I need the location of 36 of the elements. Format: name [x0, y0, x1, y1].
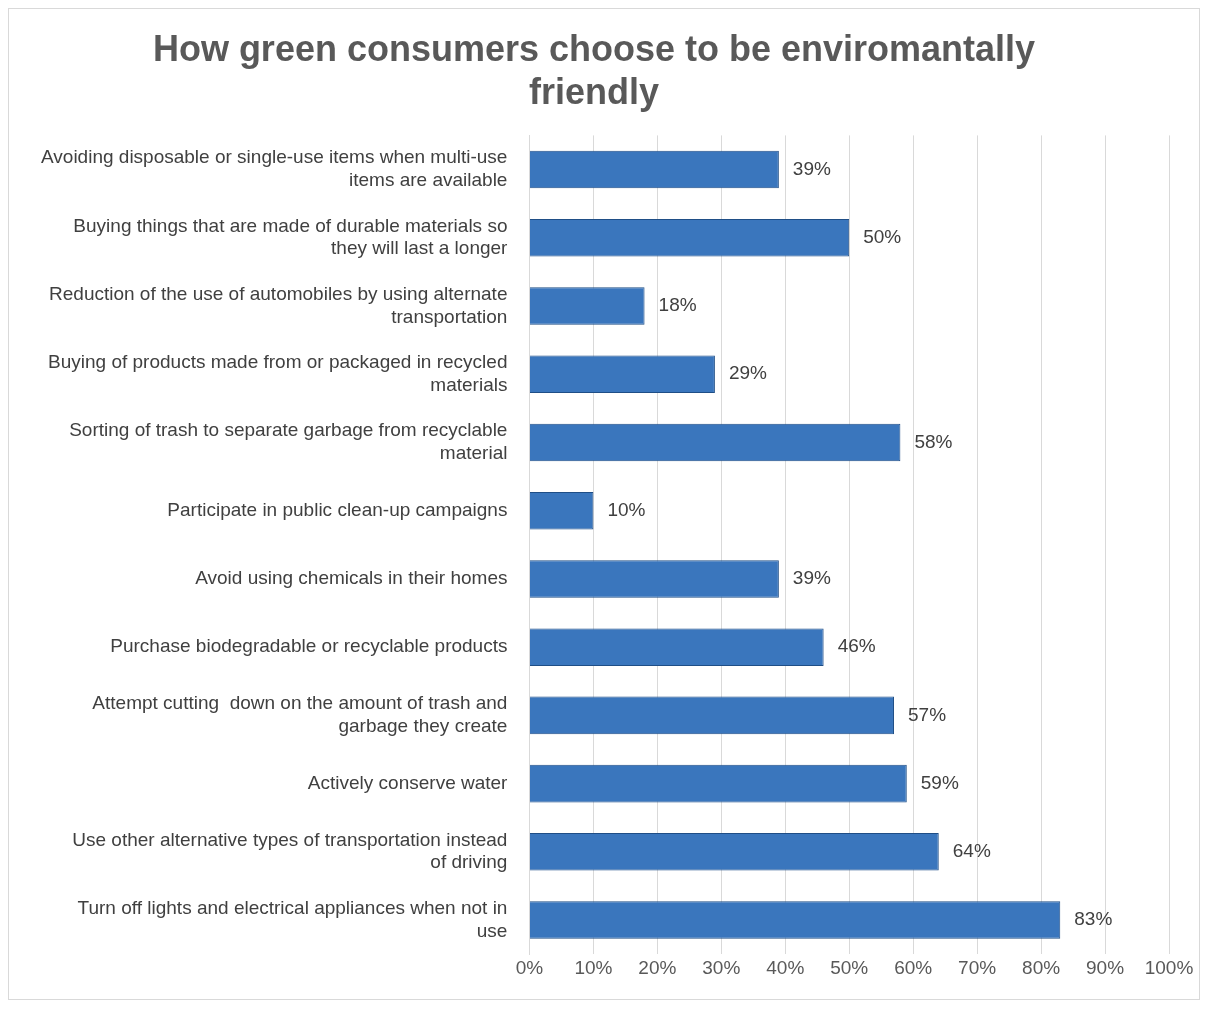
data-label: 29%	[728, 362, 768, 384]
y-tick-label: Buying of products made from or packaged in recycled materials	[48, 351, 508, 395]
x-tick-label: 20%	[638, 956, 677, 978]
x-tick-label: 0%	[515, 956, 544, 978]
x-tick-label: 80%	[1022, 956, 1061, 978]
y-tick-label: Avoiding disposable or single-use items when multi-use items are available	[40, 146, 508, 191]
x-tick-label: 100%	[1144, 956, 1194, 978]
data-label: 50%	[863, 225, 902, 247]
data-label: 46%	[837, 635, 876, 657]
data-label: 39%	[792, 157, 832, 179]
data-label: 57%	[907, 703, 947, 725]
x-tick-label: 30%	[702, 956, 741, 978]
y-tick-label: Attempt cutting down on the amount of trash and garbage they create	[92, 692, 508, 737]
y-tick-label: Purchase biodegradable or recyclable products	[110, 635, 508, 657]
data-label: 59%	[920, 771, 959, 793]
data-label: 18%	[658, 294, 697, 316]
y-tick-label: Use other alternative types of transportation instead of driving	[72, 828, 508, 873]
data-label: 83%	[1074, 908, 1113, 930]
x-tick-label: 60%	[894, 956, 933, 978]
y-tick-label: Turn off lights and electrical appliances when not in use	[77, 896, 508, 941]
x-tick-label: 90%	[1086, 956, 1125, 978]
y-tick-label: Reduction of the use of automobiles by using alternate transportation	[49, 282, 508, 327]
x-tick-label: 50%	[830, 956, 869, 978]
data-label: 10%	[607, 498, 646, 520]
data-label: 58%	[914, 430, 953, 452]
data-label: 64%	[952, 840, 991, 862]
y-tick-label: Sorting of trash to separate garbage from recyclable material	[69, 419, 508, 464]
y-tick-label: Avoid using chemicals in their homes	[195, 567, 508, 589]
y-tick-label: Buying things that are made of durable materials so they will last a longer	[73, 214, 509, 259]
x-tick-label: 70%	[958, 956, 997, 978]
x-tick-label: 10%	[574, 956, 613, 978]
x-tick-label: 40%	[766, 956, 805, 978]
y-tick-label: Participate in public clean-up campaigns	[167, 498, 508, 520]
chart-title: How green consumers choose to be enviromantally friendly	[152, 27, 1036, 112]
y-tick-label: Actively conserve water	[307, 771, 509, 793]
data-label: 39%	[792, 567, 832, 589]
